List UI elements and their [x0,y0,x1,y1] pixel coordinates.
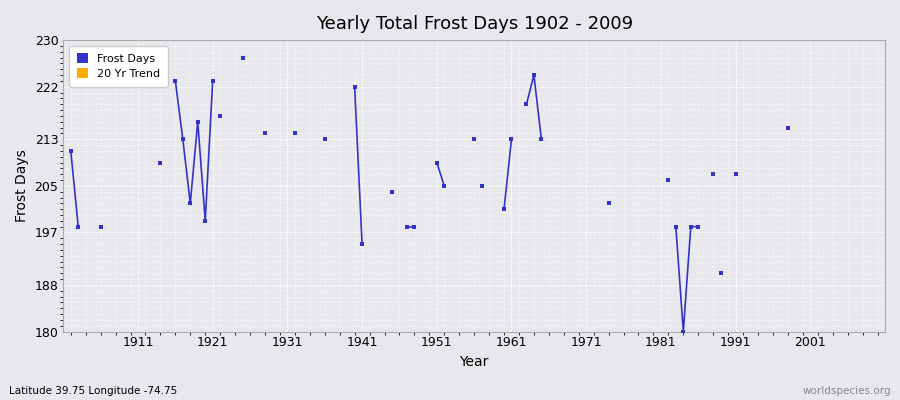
Text: Latitude 39.75 Longitude -74.75: Latitude 39.75 Longitude -74.75 [9,386,177,396]
Title: Yearly Total Frost Days 1902 - 2009: Yearly Total Frost Days 1902 - 2009 [316,15,633,33]
Text: worldspecies.org: worldspecies.org [803,386,891,396]
Y-axis label: Frost Days: Frost Days [15,150,29,222]
Legend: Frost Days, 20 Yr Trend: Frost Days, 20 Yr Trend [68,46,167,86]
X-axis label: Year: Year [460,355,489,369]
